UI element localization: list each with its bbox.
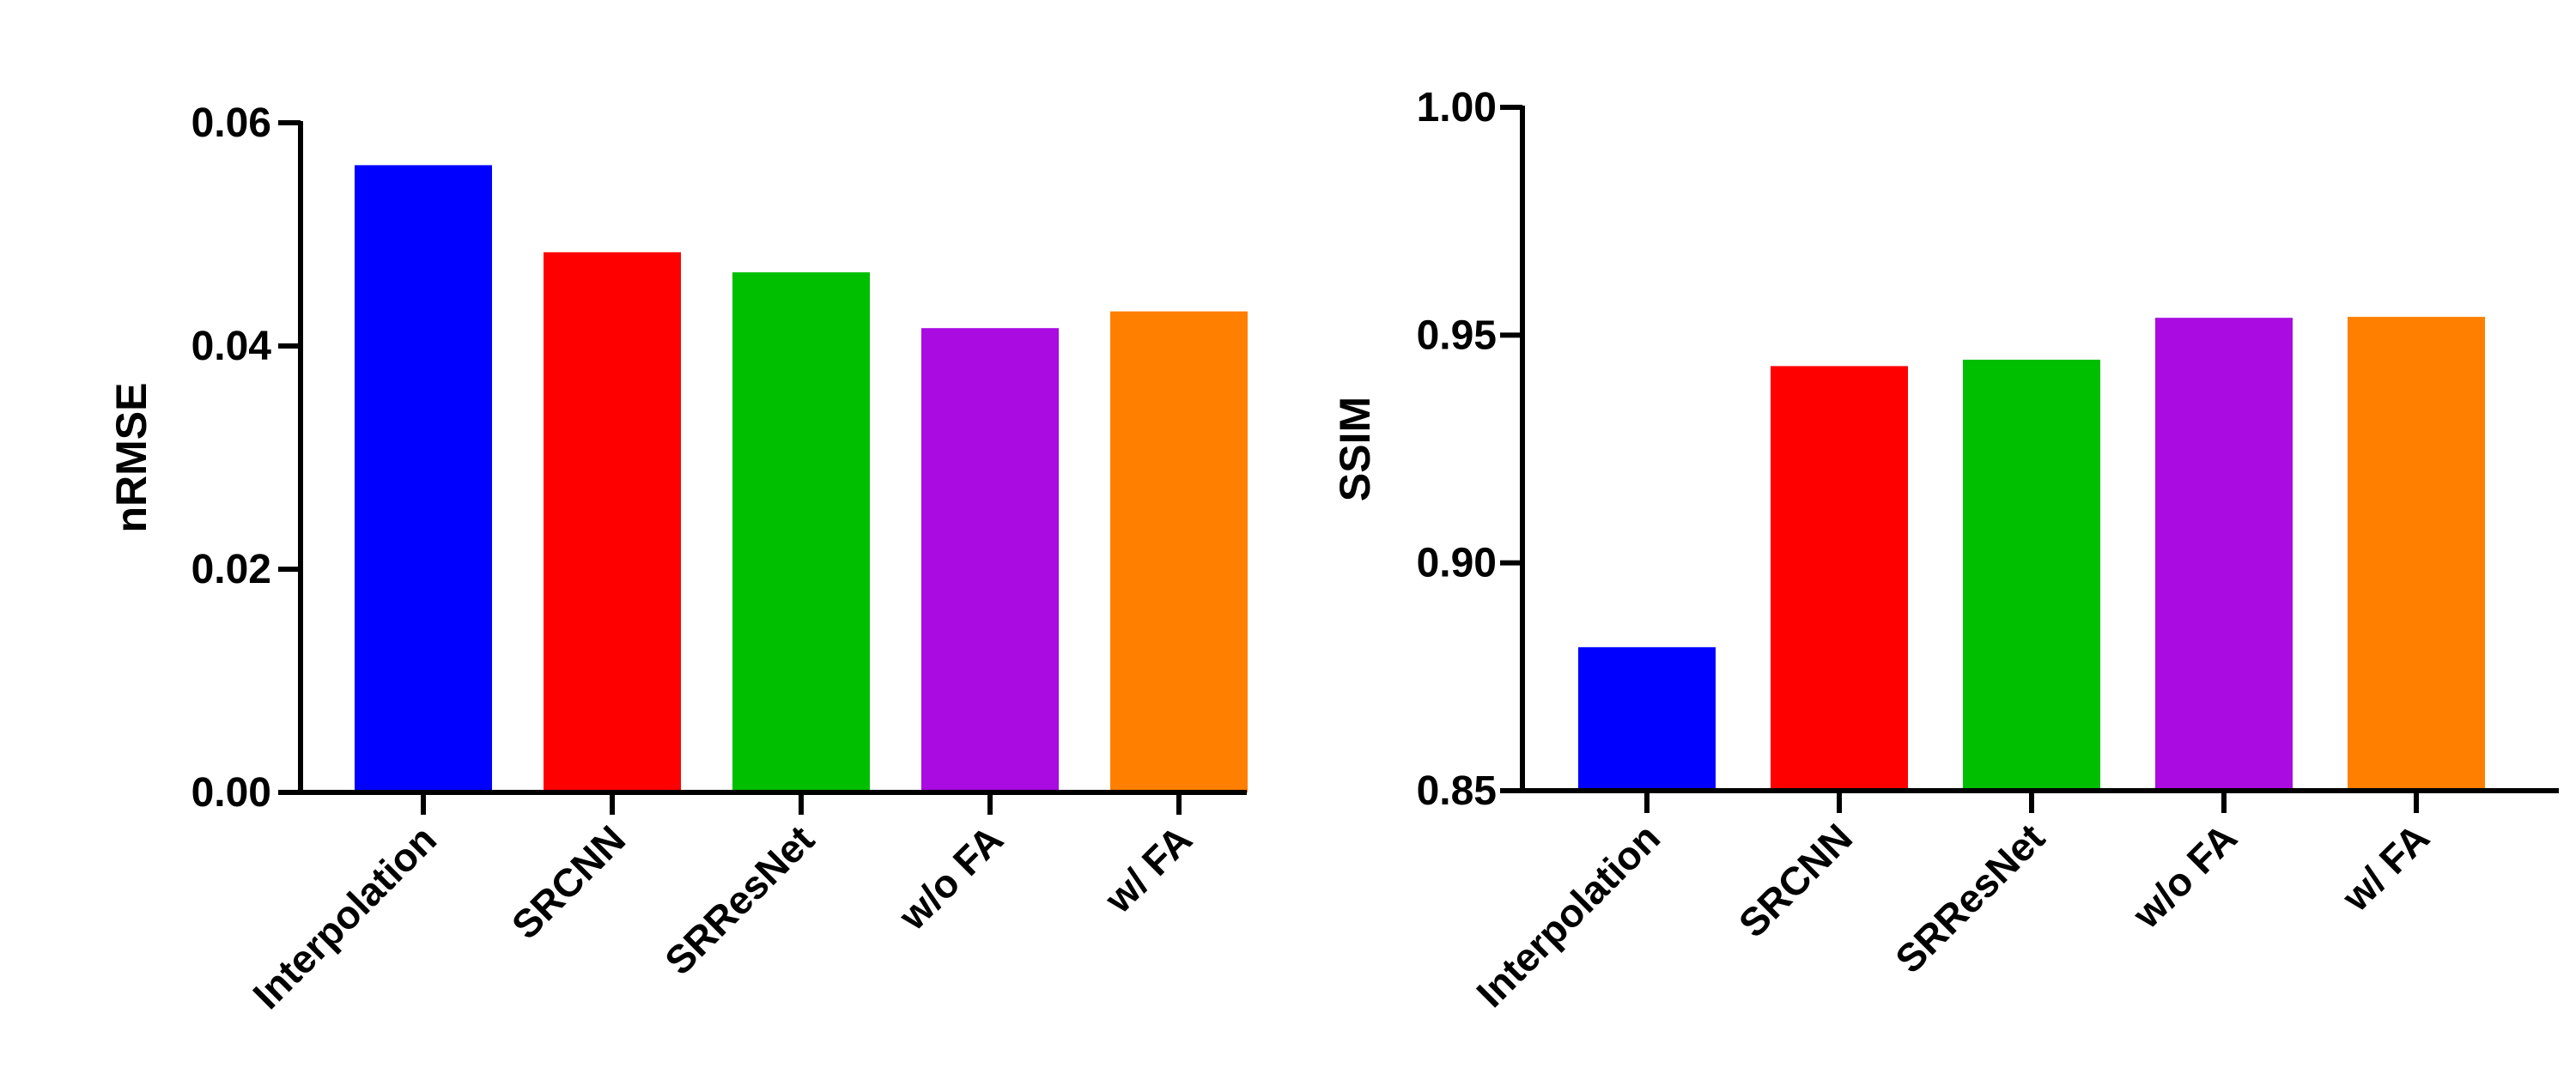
x-tick-label-srcnn: SRCNN — [503, 816, 634, 947]
bar-w-o-fa — [2155, 318, 2293, 792]
bar-srcnn — [1771, 366, 1908, 791]
x-tick-label-w-fa: w/ FA — [2333, 815, 2438, 919]
y-tick-label: 0.90 — [1417, 541, 1497, 586]
y-tick-label: 0.85 — [1417, 768, 1497, 814]
bar-interpolation — [1578, 646, 1716, 791]
bar-srcnn — [544, 252, 681, 792]
x-tick-label-w-fa: w/ FA — [1096, 816, 1200, 921]
x-tick-label-w-o-fa: w/o FA — [890, 816, 1012, 938]
x-tick-label-srcnn: SRCNN — [1730, 815, 1861, 945]
y-tick-label: 0.06 — [191, 100, 271, 146]
y-tick-label: 0.00 — [191, 770, 271, 816]
nrmse-bar-chart: 0.00 0.02 0.04 0.06 Interpolation SRCNN SRResN… — [107, 100, 1248, 1017]
ssim-bar-chart: 0.85 0.90 0.95 1.00 Interpolation SRCNN SRResN… — [1331, 85, 2559, 1016]
bar-srresnet — [1963, 359, 2100, 791]
bar-w-fa — [1110, 311, 1248, 792]
x-tick-label-w-o-fa: w/o FA — [2123, 815, 2245, 937]
x-tick-label-interpolation: Interpolation — [244, 816, 445, 1017]
bar-interpolation — [355, 165, 492, 792]
bar-w-o-fa — [921, 328, 1059, 792]
y-tick-label: 0.04 — [191, 324, 272, 369]
y-axis-title: SSIM — [1331, 397, 1379, 501]
y-tick-label: 0.02 — [191, 547, 271, 592]
x-tick-label-srresnet: SRResNet — [1886, 815, 2053, 981]
y-tick-label: 0.95 — [1417, 312, 1497, 358]
y-axis-title: nRMSE — [107, 383, 155, 533]
y-tick-label: 1.00 — [1417, 85, 1497, 130]
x-tick-label-srresnet: SRResNet — [656, 816, 823, 983]
bar-w-fa — [2348, 317, 2485, 791]
x-tick-label-interpolation: Interpolation — [1467, 815, 1668, 1016]
bar-srresnet — [732, 272, 870, 792]
